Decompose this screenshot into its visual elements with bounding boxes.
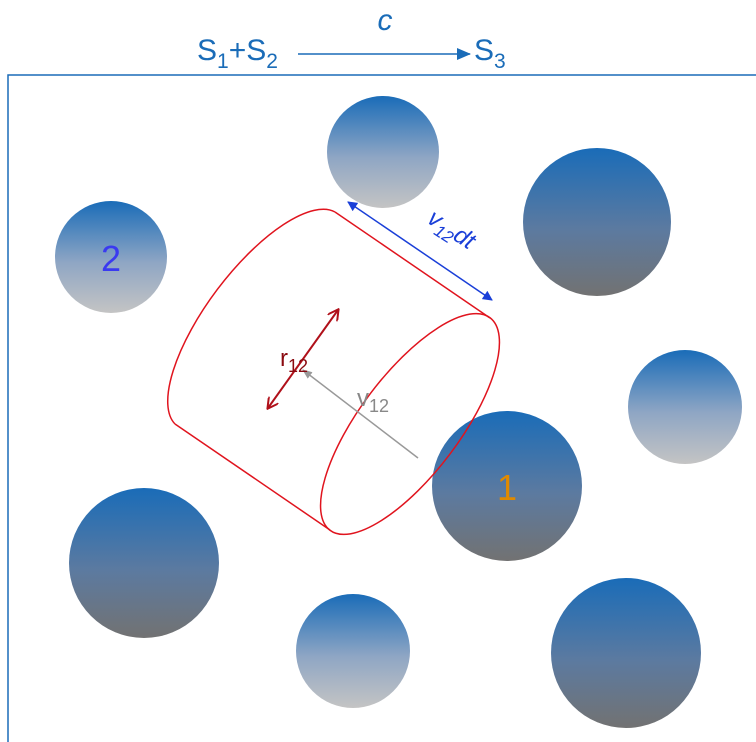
- molecule: [523, 148, 671, 296]
- path-arrow: [348, 202, 492, 300]
- rate-constant: c: [378, 4, 393, 37]
- subscript: 1: [217, 50, 229, 73]
- plus: +: [229, 34, 247, 67]
- subscript: 12: [369, 396, 389, 416]
- equation: S1+S2 c S3: [197, 4, 506, 73]
- species-label: 2: [101, 238, 121, 279]
- equation-left: S1+S2: [197, 34, 278, 73]
- path-label: v12dt: [421, 204, 482, 258]
- molecules: [55, 96, 742, 728]
- suffix: dt: [449, 221, 482, 255]
- species: S: [474, 34, 494, 67]
- molecule: [628, 350, 742, 464]
- species-label: 1: [497, 467, 517, 508]
- symbol: v: [357, 385, 369, 412]
- equation-right: S3: [474, 34, 506, 73]
- radius-label: r12: [280, 345, 308, 376]
- molecule: [327, 96, 439, 208]
- velocity-arrow: [303, 370, 418, 458]
- molecule: [69, 488, 219, 638]
- molecule: [551, 578, 701, 728]
- subscript: 12: [288, 356, 308, 376]
- diagram: S1+S2 c S3 2 1 v12 r12 v12dt: [0, 0, 756, 742]
- page: {"equation": {"reactant_1": "S", "reacta…: [0, 0, 756, 742]
- cylinder-back: [168, 209, 335, 424]
- subscript: 3: [494, 50, 506, 73]
- species: S: [197, 34, 217, 67]
- molecule: [296, 594, 410, 708]
- subscript: 2: [266, 50, 278, 73]
- species: S: [246, 34, 266, 67]
- symbol: r: [280, 345, 288, 372]
